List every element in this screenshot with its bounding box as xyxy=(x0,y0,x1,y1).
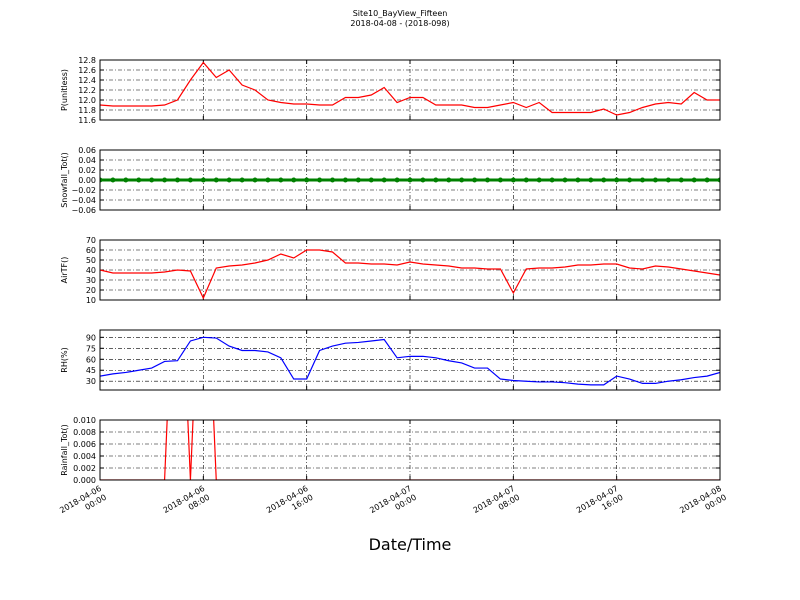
data-point xyxy=(640,177,645,183)
y-tick-label: 11.8 xyxy=(78,106,96,115)
y-tick-label: 0.000 xyxy=(73,476,96,485)
data-point xyxy=(575,177,581,183)
data-point xyxy=(433,177,439,183)
y-tick-label: 12.6 xyxy=(78,66,96,75)
data-point xyxy=(472,177,478,183)
data-point xyxy=(136,177,142,183)
data-point xyxy=(485,177,490,183)
y-tick-label: 60 xyxy=(86,355,96,364)
y-axis-label: RH(%) xyxy=(60,347,69,372)
y-tick-label: 0.004 xyxy=(73,452,96,461)
data-point xyxy=(200,177,206,183)
y-tick-label: −0.06 xyxy=(71,206,96,215)
y-tick-label: −0.04 xyxy=(71,196,96,205)
data-point xyxy=(601,177,607,183)
y-tick-label: −0.02 xyxy=(71,186,96,195)
data-point xyxy=(704,177,710,183)
y-axis-label: P(unitless) xyxy=(60,69,69,111)
data-point xyxy=(691,177,697,183)
data-line xyxy=(100,336,720,386)
data-point xyxy=(717,177,720,183)
y-tick-label: 10 xyxy=(86,296,96,305)
data-point xyxy=(536,177,542,183)
data-point xyxy=(420,177,426,183)
y-tick-label: 12.8 xyxy=(78,56,96,65)
data-point xyxy=(678,177,684,183)
data-point xyxy=(149,177,155,183)
y-tick-label: 0.06 xyxy=(78,146,96,155)
data-point xyxy=(252,177,258,183)
y-tick-label: 11.6 xyxy=(78,116,96,125)
data-point xyxy=(459,177,465,183)
data-point xyxy=(523,177,529,183)
data-line xyxy=(100,61,720,116)
data-point xyxy=(446,177,452,183)
y-tick-label: 0.008 xyxy=(73,428,96,437)
y-tick-label: 0.04 xyxy=(78,156,96,165)
y-axis-label: Snowfall_Tot() xyxy=(60,152,69,208)
data-point xyxy=(123,177,129,183)
data-point xyxy=(652,177,658,183)
y-tick-label: 12.0 xyxy=(78,96,96,105)
y-tick-label: 0.006 xyxy=(73,440,96,449)
data-line xyxy=(100,249,720,300)
data-point xyxy=(355,177,361,183)
data-point xyxy=(110,177,116,183)
data-point xyxy=(175,177,180,183)
plot-frame xyxy=(99,419,721,481)
data-point xyxy=(330,177,335,183)
y-tick-label: 75 xyxy=(86,344,96,353)
data-point xyxy=(407,177,413,183)
y-axis-label: Rainfall_Tot() xyxy=(60,424,69,476)
data-point xyxy=(510,177,516,183)
y-tick-label: 20 xyxy=(86,286,96,295)
y-tick-label: 12.4 xyxy=(78,76,96,85)
data-point xyxy=(239,177,245,183)
plot-frame xyxy=(99,59,721,121)
y-tick-label: 70 xyxy=(86,236,96,245)
data-point xyxy=(304,177,310,183)
data-point xyxy=(187,177,193,183)
data-point xyxy=(394,177,400,183)
y-tick-label: 30 xyxy=(86,377,96,386)
data-point xyxy=(627,177,633,183)
data-point xyxy=(265,177,271,183)
data-point xyxy=(588,177,594,183)
data-point xyxy=(497,177,503,183)
chart-title: Site10_BayView_Fifteen xyxy=(353,9,448,18)
plot-frame xyxy=(99,329,721,391)
chart-subtitle: 2018-04-08 - (2018-098) xyxy=(350,19,449,28)
data-point xyxy=(381,177,387,183)
data-point xyxy=(549,177,555,183)
data-point xyxy=(100,177,103,183)
data-point xyxy=(368,177,374,183)
data-point xyxy=(162,177,168,183)
data-point xyxy=(291,177,297,183)
data-point xyxy=(614,177,620,183)
plot-frame xyxy=(99,239,721,301)
y-axis-label: AirTF() xyxy=(60,257,69,284)
data-point xyxy=(317,177,323,183)
data-point xyxy=(213,177,219,183)
y-tick-label: 0.00 xyxy=(78,176,96,185)
data-point xyxy=(342,177,348,183)
y-tick-label: 0.010 xyxy=(73,416,96,425)
y-tick-label: 60 xyxy=(86,246,96,255)
y-tick-label: 0.02 xyxy=(78,166,96,175)
data-point xyxy=(278,177,284,183)
data-point xyxy=(226,177,232,183)
y-tick-label: 50 xyxy=(86,256,96,265)
y-tick-label: 12.2 xyxy=(78,86,96,95)
y-tick-label: 90 xyxy=(86,333,96,342)
x-axis-label: Date/Time xyxy=(369,535,452,554)
y-tick-label: 30 xyxy=(86,276,96,285)
data-point xyxy=(562,177,568,183)
y-tick-label: 45 xyxy=(86,366,96,375)
plot-frame xyxy=(99,149,721,211)
y-tick-label: 40 xyxy=(86,266,96,275)
data-point xyxy=(665,177,671,183)
y-tick-label: 0.002 xyxy=(73,464,96,473)
